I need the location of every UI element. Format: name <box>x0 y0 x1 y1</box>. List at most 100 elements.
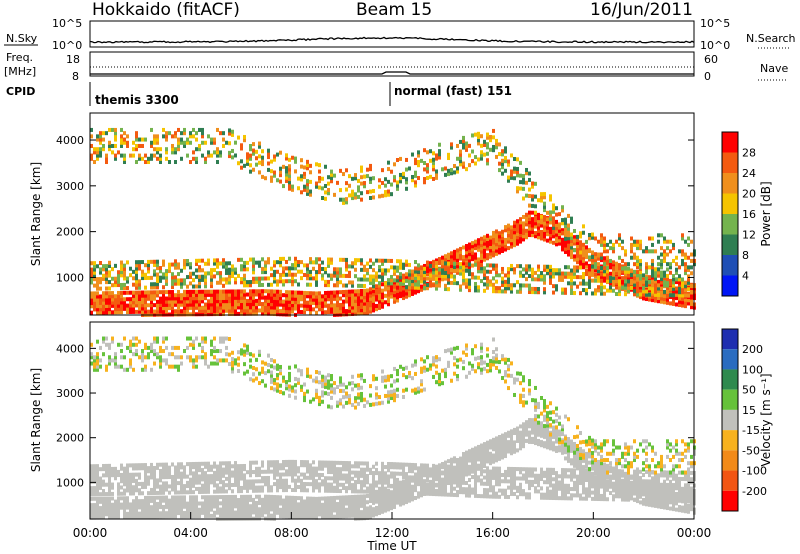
data-cell <box>420 265 423 270</box>
data-cell <box>252 289 255 294</box>
data-cell <box>354 261 357 266</box>
data-cell <box>324 294 327 299</box>
data-cell <box>345 261 348 266</box>
data-cell <box>597 256 600 261</box>
data-cell <box>534 231 537 236</box>
data-cell <box>480 153 483 158</box>
data-cell <box>483 143 486 148</box>
data-cell <box>366 467 369 472</box>
data-cell <box>339 401 342 406</box>
data-cell <box>471 247 474 252</box>
data-cell <box>507 223 510 228</box>
data-cell <box>615 271 618 276</box>
data-cell <box>147 514 150 519</box>
data-cell <box>189 131 192 136</box>
data-cell <box>318 395 321 400</box>
data-cell <box>126 511 129 516</box>
data-cell <box>282 309 285 314</box>
data-cell <box>150 345 153 350</box>
data-cell <box>372 474 375 479</box>
data-cell <box>255 305 258 310</box>
data-cell <box>312 479 315 484</box>
data-cell <box>327 279 330 284</box>
data-cell <box>330 470 333 475</box>
data-cell <box>258 352 261 357</box>
data-cell <box>318 370 321 375</box>
data-cell <box>468 143 471 148</box>
data-cell <box>102 479 105 484</box>
data-cell <box>321 176 324 181</box>
data-cell <box>258 513 261 518</box>
data-cell <box>90 470 93 475</box>
data-cell <box>171 504 174 509</box>
data-cell <box>258 160 261 165</box>
data-cell <box>162 498 165 503</box>
data-cell <box>192 339 195 344</box>
data-cell <box>294 484 297 489</box>
data-cell <box>297 478 300 483</box>
data-cell <box>621 283 624 288</box>
data-cell <box>105 153 108 158</box>
data-cell <box>144 499 147 504</box>
data-cell <box>120 263 123 268</box>
data-cell <box>519 239 522 244</box>
data-cell <box>162 358 165 363</box>
data-cell <box>138 143 141 148</box>
data-cell <box>543 224 546 229</box>
data-cell <box>243 273 246 278</box>
data-cell <box>417 163 420 168</box>
data-cell <box>474 252 477 257</box>
data-cell <box>147 266 150 271</box>
data-cell <box>522 267 525 272</box>
cpid-themis: themis 3300 <box>95 93 179 107</box>
data-cell <box>540 198 543 203</box>
data-cell <box>456 281 459 286</box>
data-cell <box>537 232 540 237</box>
data-cell <box>588 257 591 262</box>
data-cell <box>276 504 279 509</box>
data-cell <box>120 463 123 468</box>
data-cell <box>108 509 111 514</box>
data-cell <box>279 289 282 294</box>
data-cell <box>183 302 186 307</box>
data-cell <box>360 191 363 196</box>
data-cell <box>264 176 267 181</box>
data-cell <box>639 258 642 263</box>
data-cell <box>99 310 102 315</box>
data-cell <box>123 153 126 158</box>
data-cell <box>333 283 336 288</box>
data-cell <box>321 276 324 281</box>
data-cell <box>321 482 324 487</box>
data-cell <box>327 404 330 409</box>
data-cell <box>96 291 99 296</box>
data-cell <box>90 496 93 501</box>
data-cell <box>213 336 216 341</box>
data-cell <box>204 495 207 500</box>
data-cell <box>132 488 135 493</box>
data-cell <box>165 484 168 489</box>
data-cell <box>264 510 267 515</box>
data-cell <box>663 239 666 244</box>
data-cell <box>288 167 291 172</box>
data-cell <box>357 283 360 288</box>
data-cell <box>279 166 282 171</box>
data-cell <box>288 495 291 500</box>
data-cell <box>306 499 309 504</box>
data-cell <box>210 495 213 500</box>
data-cell <box>642 286 645 291</box>
data-cell <box>123 511 126 516</box>
data-cell <box>120 466 123 471</box>
data-cell <box>450 270 453 275</box>
data-cell <box>333 514 336 519</box>
data-cell <box>111 143 114 148</box>
data-cell <box>630 249 633 254</box>
data-cell <box>138 488 141 493</box>
data-cell <box>282 459 285 464</box>
data-cell <box>228 513 231 518</box>
data-cell <box>168 302 171 307</box>
data-cell <box>288 393 291 398</box>
data-cell <box>231 464 234 469</box>
data-cell <box>306 512 309 517</box>
data-cell <box>459 284 462 289</box>
data-cell <box>276 363 279 368</box>
